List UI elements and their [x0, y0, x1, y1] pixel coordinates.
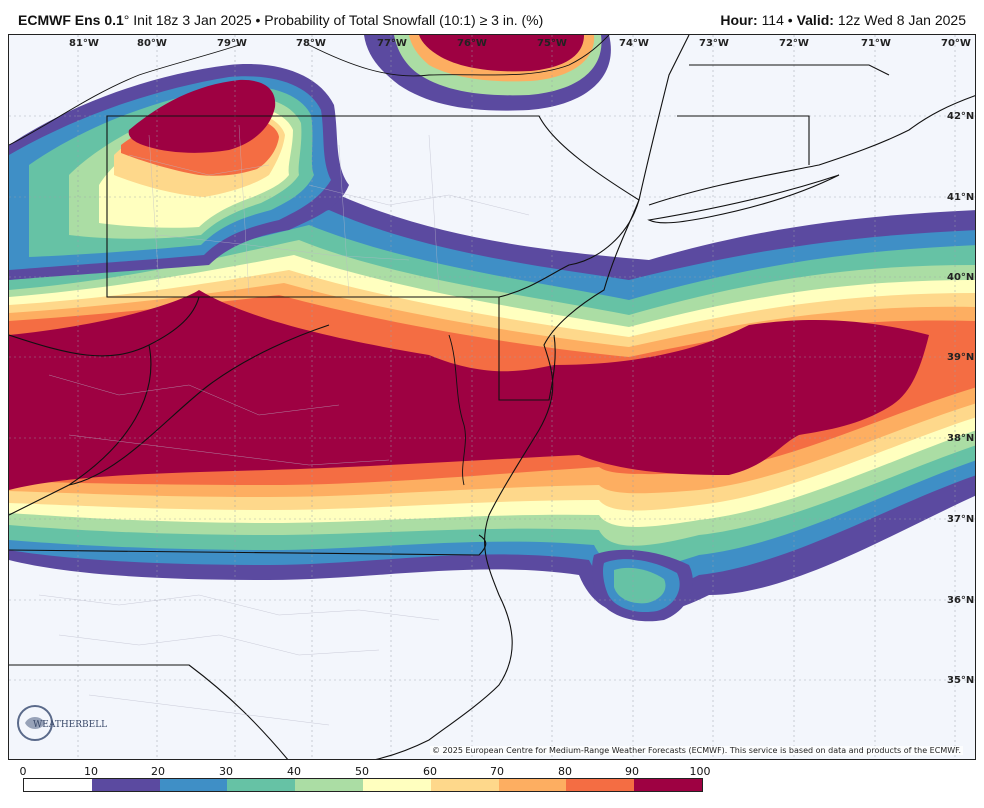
county-lines [38, 124, 530, 726]
degree-symbol: ° [123, 12, 130, 28]
legend-tick: 90 [625, 765, 639, 778]
legend-tick: 20 [151, 765, 165, 778]
lon-label: 70°W [941, 38, 971, 49]
lon-label: 77°W [377, 38, 407, 49]
maryland-delaware-line [498, 297, 556, 401]
offshore-blob-30 [614, 567, 666, 604]
nc-sc-border [9, 664, 289, 759]
lake-erie [9, 44, 240, 146]
weatherbell-logo: WEATHERBELL [17, 705, 107, 741]
legend-tick: 10 [84, 765, 98, 778]
lon-label: 72°W [779, 38, 809, 49]
lon-label: 76°W [457, 38, 487, 49]
legend-color-cell [91, 779, 160, 791]
logo-text: WEATHERBELL [33, 720, 107, 730]
lat-label: 39°N [947, 352, 974, 363]
state-boundaries [9, 35, 975, 759]
valid-value: 12z Wed 8 Jan 2025 [837, 12, 966, 28]
longitude-labels: 81°W 80°W 79°W 78°W 77°W 76°W 75°W 74°W … [69, 38, 971, 49]
lat-label: 37°N [947, 514, 974, 525]
legend-color-cell [227, 779, 296, 791]
color-legend: 0 10 20 30 40 50 60 70 80 90 100 [0, 762, 984, 808]
long-island [647, 174, 840, 224]
legend-color-cell [566, 779, 635, 791]
lat-lon-grid [9, 35, 975, 759]
legend-color-cell [159, 779, 228, 791]
bullet-2: • [787, 12, 793, 28]
virginia-west [68, 324, 330, 486]
lon-label: 79°W [217, 38, 247, 49]
virginia-nc-line [9, 534, 487, 556]
model-name: ECMWF Ens 0.1 [18, 12, 124, 28]
init-time: Init 18z 3 Jan 2025 [133, 12, 252, 28]
lat-label: 35°N [947, 675, 974, 686]
legend-color-cell [362, 779, 431, 791]
new-york-east [638, 35, 690, 201]
west-virginia-outline [9, 296, 200, 516]
legend-tick: 0 [19, 765, 27, 778]
snowfall-probability-map: 81°W 80°W 79°W 78°W 77°W 76°W 75°W 74°W … [9, 35, 975, 759]
lat-label: 41°N [947, 192, 974, 203]
lat-label: 36°N [947, 595, 974, 606]
legend-tick: 30 [219, 765, 233, 778]
lon-label: 73°W [699, 38, 729, 49]
chesapeake [448, 334, 466, 486]
legend-tick: 100 [689, 765, 711, 778]
legend-color-cell [634, 779, 702, 791]
massachusetts-line [689, 64, 890, 76]
latitude-labels: 42°N 41°N 40°N 39°N 38°N 37°N 36°N 35°N [947, 111, 974, 686]
lon-label: 78°W [296, 38, 326, 49]
lon-label: 80°W [137, 38, 167, 49]
legend-color-cell [430, 779, 499, 791]
bullet: • [255, 12, 261, 28]
lon-label: 75°W [537, 38, 567, 49]
lake-ontario [308, 35, 610, 77]
east-coast [375, 199, 640, 759]
legend-color-cell [498, 779, 567, 791]
map-panel: 81°W 80°W 79°W 78°W 77°W 76°W 75°W 74°W … [8, 34, 976, 760]
copyright-notice: © 2025 European Centre for Medium-Range … [430, 746, 963, 755]
hour-label: Hour: [720, 12, 758, 28]
legend-tick: 70 [490, 765, 504, 778]
connecticut-line [677, 115, 810, 165]
valid-label: Valid: [796, 12, 834, 28]
lon-label: 74°W [619, 38, 649, 49]
band-90 [9, 290, 929, 490]
lon-label: 71°W [861, 38, 891, 49]
legend-tick: 80 [558, 765, 572, 778]
legend-color-cell [295, 779, 363, 791]
product-title: Probability of Total Snowfall (10:1) ≥ 3… [264, 12, 544, 28]
ontario-band-90 [419, 35, 584, 72]
lon-label: 81°W [69, 38, 99, 49]
legend-tick: 60 [423, 765, 437, 778]
lat-label: 38°N [947, 433, 974, 444]
legend-color-cell [24, 779, 92, 791]
title-left: ECMWF Ens 0.1° Init 18z 3 Jan 2025 • Pro… [18, 12, 543, 28]
pennsylvania-outline [106, 115, 640, 298]
legend-color-bar [23, 778, 703, 792]
new-england-coast [648, 95, 975, 206]
probability-shading [9, 35, 975, 622]
legend-tick: 50 [355, 765, 369, 778]
legend-tick: 40 [287, 765, 301, 778]
title-right: Hour: 114 • Valid: 12z Wed 8 Jan 2025 [720, 12, 966, 28]
lat-label: 40°N [947, 272, 974, 283]
hour-value: 114 [761, 12, 784, 28]
lat-label: 42°N [947, 111, 974, 122]
map-header: ECMWF Ens 0.1° Init 18z 3 Jan 2025 • Pro… [0, 0, 984, 34]
